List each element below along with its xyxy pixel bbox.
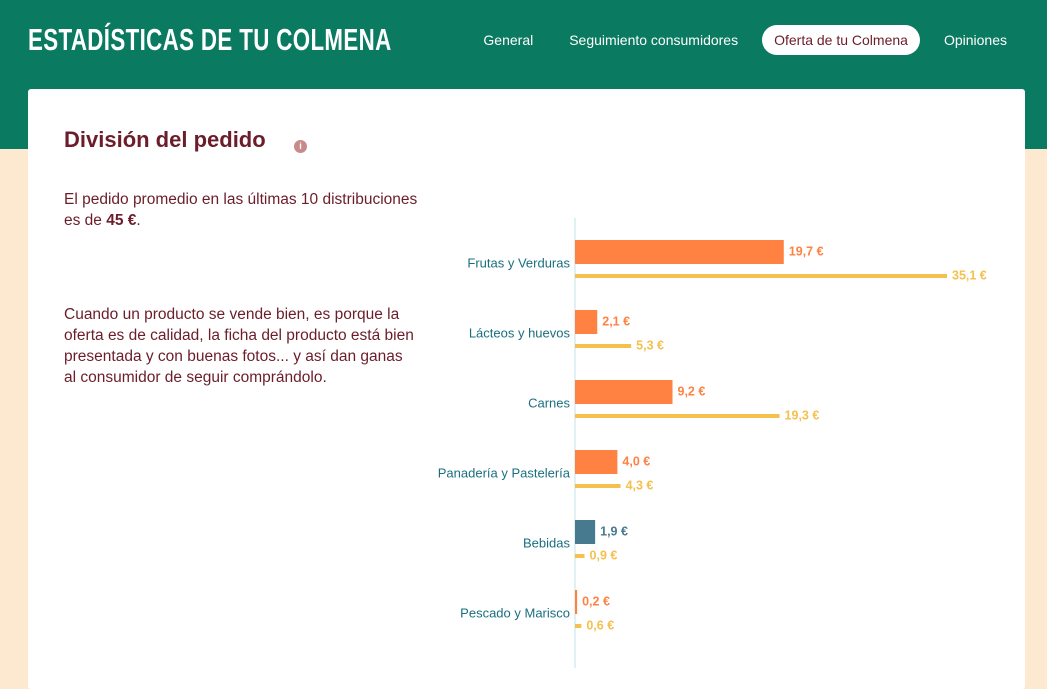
value-label: 1,9 € <box>600 524 628 538</box>
nav: General Seguimiento consumidores Oferta de… <box>471 25 1019 55</box>
bar <box>575 414 780 418</box>
category-label: Carnes <box>528 395 570 410</box>
value-label: 0,6 € <box>586 618 614 632</box>
value-label: 0,2 € <box>582 594 610 608</box>
nav-item[interactable]: Seguimiento consumidores <box>569 32 739 48</box>
category-label: Panadería y Pastelería <box>438 465 571 480</box>
bar <box>575 554 585 558</box>
bar <box>575 380 673 404</box>
logo[interactable]: ESTADÍSTICAS DE TU COLMENA <box>28 22 392 57</box>
value-label: 35,1 € <box>952 268 987 282</box>
nav-item[interactable]: Oferta de tu Colmena <box>762 25 920 55</box>
value-label: 4,3 € <box>626 478 654 492</box>
bar <box>575 484 621 488</box>
value-label: 2,1 € <box>602 314 630 328</box>
intro-highlight: 45 € <box>106 212 137 229</box>
bar <box>575 240 784 264</box>
section-title: División del pedido <box>64 127 266 152</box>
bar <box>575 344 632 348</box>
value-label: 5,3 € <box>636 338 664 352</box>
intro: El pedido promedio en las últimas 10 dis… <box>64 189 419 231</box>
category-label: Frutas y Verduras <box>467 255 570 270</box>
value-label: 19,3 € <box>785 408 820 422</box>
chart: Frutas y Verduras 19,7 € 35,1 € Lácteos y h… <box>438 218 987 668</box>
bar <box>575 274 947 278</box>
note: Cuando un producto se vende bien, es por… <box>64 306 414 386</box>
nav-item[interactable]: General <box>483 32 534 48</box>
category-label: Pescado y Marisco <box>460 605 570 620</box>
card: División del pedido i El pedido promedio… <box>28 89 1025 689</box>
bar <box>575 450 618 474</box>
value-label: 4,0 € <box>622 454 650 468</box>
value-label: 19,7 € <box>789 244 824 258</box>
category-label: Bebidas <box>523 535 570 550</box>
category-label: Lácteos y huevos <box>469 325 571 340</box>
bar <box>575 520 596 544</box>
bar <box>575 624 582 628</box>
intro-end: . <box>136 212 141 229</box>
info-icon[interactable]: i <box>294 140 307 153</box>
nav-item[interactable]: Opiniones <box>943 32 1007 48</box>
value-label: 9,2 € <box>678 384 706 398</box>
intro-text: El pedido promedio en las últimas 10 dis… <box>64 191 418 229</box>
bar <box>575 590 578 614</box>
value-label: 0,9 € <box>590 548 618 562</box>
bar <box>575 310 598 334</box>
